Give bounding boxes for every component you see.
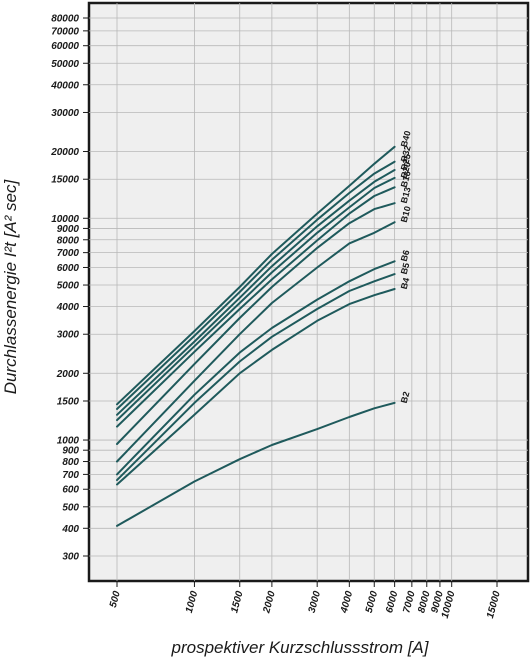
y-tick-label: 1000 (57, 436, 80, 447)
y-tick-label: 600 (62, 485, 79, 496)
x-tick-label: 1500 (229, 590, 245, 615)
y-tick-label: 1500 (57, 396, 80, 407)
y-tick-label: 4000 (56, 302, 80, 313)
x-tick-label: 15000 (485, 590, 503, 620)
series-label-b5: B5 (399, 262, 412, 276)
series-lines (116, 145, 396, 527)
y-tick-label: 50000 (51, 59, 79, 70)
y-tick-label: 3000 (57, 330, 80, 341)
y-tick-label: 30000 (51, 108, 79, 119)
series-label-b4: B4 (399, 277, 412, 291)
y-tick-label: 500 (62, 502, 79, 513)
series-label-b2: B2 (399, 391, 412, 405)
x-tick-label: 6000 (384, 590, 400, 615)
x-tick-labels: 500 1000 1500 2000 3000 4000 5000 6000 700080009… (108, 581, 503, 620)
x-tick-label: 4000 (339, 590, 356, 616)
y-axis-title: Durchlassenergie I²t [A² sec] (1, 178, 20, 394)
x-tick-label: 1000 (184, 590, 200, 615)
y-tick-label: 80000 (51, 14, 79, 25)
series-label-b10: B10 (399, 205, 413, 224)
y-tick-label: 40000 (50, 80, 79, 91)
series-label-b6: B6 (399, 249, 412, 263)
y-tick-label: 9000 (57, 224, 80, 235)
y-tick-label: 800 (62, 457, 79, 468)
series-line-b40 (116, 145, 396, 406)
y-tick-label: 7000 (57, 248, 80, 259)
y-tick-label: 6000 (57, 263, 80, 274)
x-tick-label: 7000 (401, 590, 417, 615)
y-tick-label: 900 (62, 446, 79, 457)
gridlines (89, 3, 528, 581)
series-label-b32: B32 (399, 144, 413, 163)
series-line-b5 (116, 273, 396, 482)
x-axis-title: prospektiver Kurzschlussstrom [A] (171, 638, 430, 657)
series-label-b25: B25 (399, 153, 413, 172)
series-label-b13: B13 (399, 186, 413, 205)
series-line-b6 (116, 260, 396, 476)
x-tick-label: 3000 (307, 590, 323, 615)
y-tick-label: 20000 (50, 147, 79, 158)
series-label-b40: B40 (399, 130, 413, 149)
series-line-b10 (116, 221, 396, 463)
y-tick-label: 70000 (51, 26, 79, 37)
series-line-b32 (116, 160, 396, 410)
y-tick-label: 15000 (51, 175, 79, 186)
plot-area (87, 1, 530, 583)
series-line-b25 (116, 169, 396, 416)
series-label-b20: B20 (399, 161, 413, 180)
y-tick-label: 2000 (56, 369, 80, 380)
series-line-b2 (116, 401, 396, 527)
y-tick-label: 300 (62, 552, 79, 563)
y-tick-label: 5000 (57, 281, 80, 292)
y-tick-label: 60000 (51, 41, 79, 52)
series-line-b13 (116, 202, 396, 445)
y-tick-label: 700 (62, 470, 79, 481)
y-tick-label: 8000 (57, 235, 80, 246)
x-tick-label: 5000 (364, 590, 380, 615)
x-tick-label: 500 (108, 590, 123, 609)
y-tick-label: 400 (61, 524, 79, 535)
series-line-b16 (116, 186, 396, 428)
y-tick-label: 10000 (51, 214, 79, 225)
x-tick-label: 2000 (261, 590, 278, 616)
series-line-b4 (116, 288, 396, 486)
series-line-b20 (116, 176, 396, 422)
series-label-b16: B16 (399, 170, 413, 189)
